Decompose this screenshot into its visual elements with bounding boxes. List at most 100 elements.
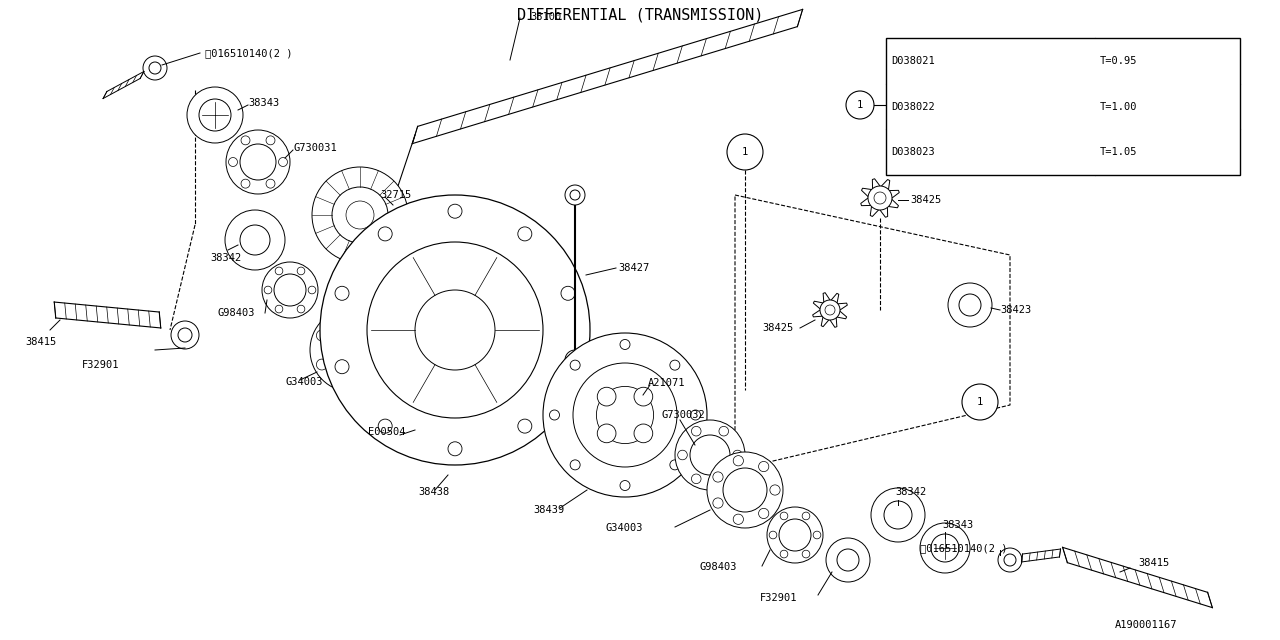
Circle shape	[713, 498, 723, 508]
Circle shape	[669, 360, 680, 370]
Circle shape	[759, 461, 769, 472]
Circle shape	[564, 185, 585, 205]
Circle shape	[415, 290, 495, 370]
Text: G730032: G730032	[662, 410, 705, 420]
Circle shape	[266, 179, 275, 188]
Circle shape	[690, 410, 700, 420]
Circle shape	[316, 359, 328, 370]
Circle shape	[241, 144, 276, 180]
Circle shape	[713, 472, 723, 482]
Circle shape	[332, 187, 388, 243]
Circle shape	[187, 87, 243, 143]
Circle shape	[803, 550, 810, 558]
Circle shape	[339, 312, 349, 323]
Circle shape	[732, 450, 742, 460]
Text: 38415: 38415	[1138, 558, 1169, 568]
Text: 38100: 38100	[530, 12, 561, 22]
Circle shape	[920, 523, 970, 573]
Circle shape	[378, 227, 392, 241]
Circle shape	[297, 305, 305, 313]
Circle shape	[803, 512, 810, 520]
Circle shape	[241, 136, 250, 145]
Text: 38343: 38343	[248, 98, 279, 108]
Text: 38423: 38423	[1000, 305, 1032, 315]
Circle shape	[598, 387, 616, 406]
Circle shape	[308, 286, 316, 294]
Circle shape	[380, 344, 390, 355]
Circle shape	[178, 328, 192, 342]
Circle shape	[378, 419, 392, 433]
Circle shape	[518, 227, 531, 241]
Circle shape	[316, 330, 328, 341]
Circle shape	[367, 371, 379, 381]
Circle shape	[279, 157, 288, 166]
Circle shape	[931, 534, 959, 562]
Circle shape	[669, 460, 680, 470]
Circle shape	[813, 531, 820, 539]
Text: G34003: G34003	[605, 523, 643, 533]
Circle shape	[275, 305, 283, 313]
Text: D038021: D038021	[891, 56, 934, 66]
Circle shape	[959, 294, 980, 316]
Circle shape	[719, 474, 728, 484]
Circle shape	[780, 550, 788, 558]
Text: DIFFERENTIAL (TRANSMISSION): DIFFERENTIAL (TRANSMISSION)	[517, 8, 763, 23]
Text: 1: 1	[977, 397, 983, 407]
Text: T=1.00: T=1.00	[1100, 102, 1138, 111]
Circle shape	[241, 179, 250, 188]
Text: 38425: 38425	[762, 323, 794, 333]
Circle shape	[707, 452, 783, 528]
Circle shape	[346, 201, 374, 229]
Circle shape	[564, 350, 585, 370]
Circle shape	[570, 360, 580, 370]
Text: 38343: 38343	[942, 520, 973, 530]
Circle shape	[733, 514, 744, 524]
Circle shape	[767, 507, 823, 563]
Text: T=0.95: T=0.95	[1100, 56, 1138, 66]
Circle shape	[335, 286, 349, 300]
Text: 32715: 32715	[380, 190, 411, 200]
Circle shape	[297, 267, 305, 275]
Circle shape	[448, 442, 462, 456]
Circle shape	[837, 549, 859, 571]
Circle shape	[780, 512, 788, 520]
Text: Ⓑ016510140(2 ): Ⓑ016510140(2 )	[205, 48, 293, 58]
Circle shape	[274, 274, 306, 306]
Text: 1: 1	[742, 147, 748, 157]
Circle shape	[275, 267, 283, 275]
Circle shape	[335, 360, 349, 374]
Circle shape	[733, 456, 744, 466]
Circle shape	[884, 501, 911, 529]
Circle shape	[780, 519, 812, 551]
Circle shape	[846, 91, 874, 119]
Text: T=1.05: T=1.05	[1100, 147, 1138, 157]
Text: G98403: G98403	[218, 308, 256, 318]
Circle shape	[310, 308, 394, 392]
Circle shape	[518, 419, 531, 433]
Text: G98403: G98403	[700, 562, 737, 572]
Circle shape	[727, 134, 763, 170]
Circle shape	[874, 192, 886, 204]
Circle shape	[596, 387, 654, 444]
Text: 38439: 38439	[532, 505, 564, 515]
Circle shape	[719, 426, 728, 436]
Text: 38438: 38438	[419, 487, 449, 497]
Circle shape	[868, 186, 892, 210]
Circle shape	[675, 420, 745, 490]
Circle shape	[561, 360, 575, 374]
Circle shape	[227, 130, 291, 194]
Circle shape	[312, 167, 408, 263]
Circle shape	[339, 377, 349, 388]
Text: F32901: F32901	[760, 593, 797, 603]
Text: 1: 1	[856, 100, 863, 110]
Circle shape	[143, 56, 166, 80]
Circle shape	[634, 387, 653, 406]
Circle shape	[820, 300, 840, 320]
Text: D038023: D038023	[891, 147, 934, 157]
Circle shape	[826, 538, 870, 582]
Text: D038022: D038022	[891, 102, 934, 111]
Circle shape	[620, 339, 630, 349]
Circle shape	[549, 410, 559, 420]
Circle shape	[367, 242, 543, 418]
Circle shape	[691, 426, 701, 436]
